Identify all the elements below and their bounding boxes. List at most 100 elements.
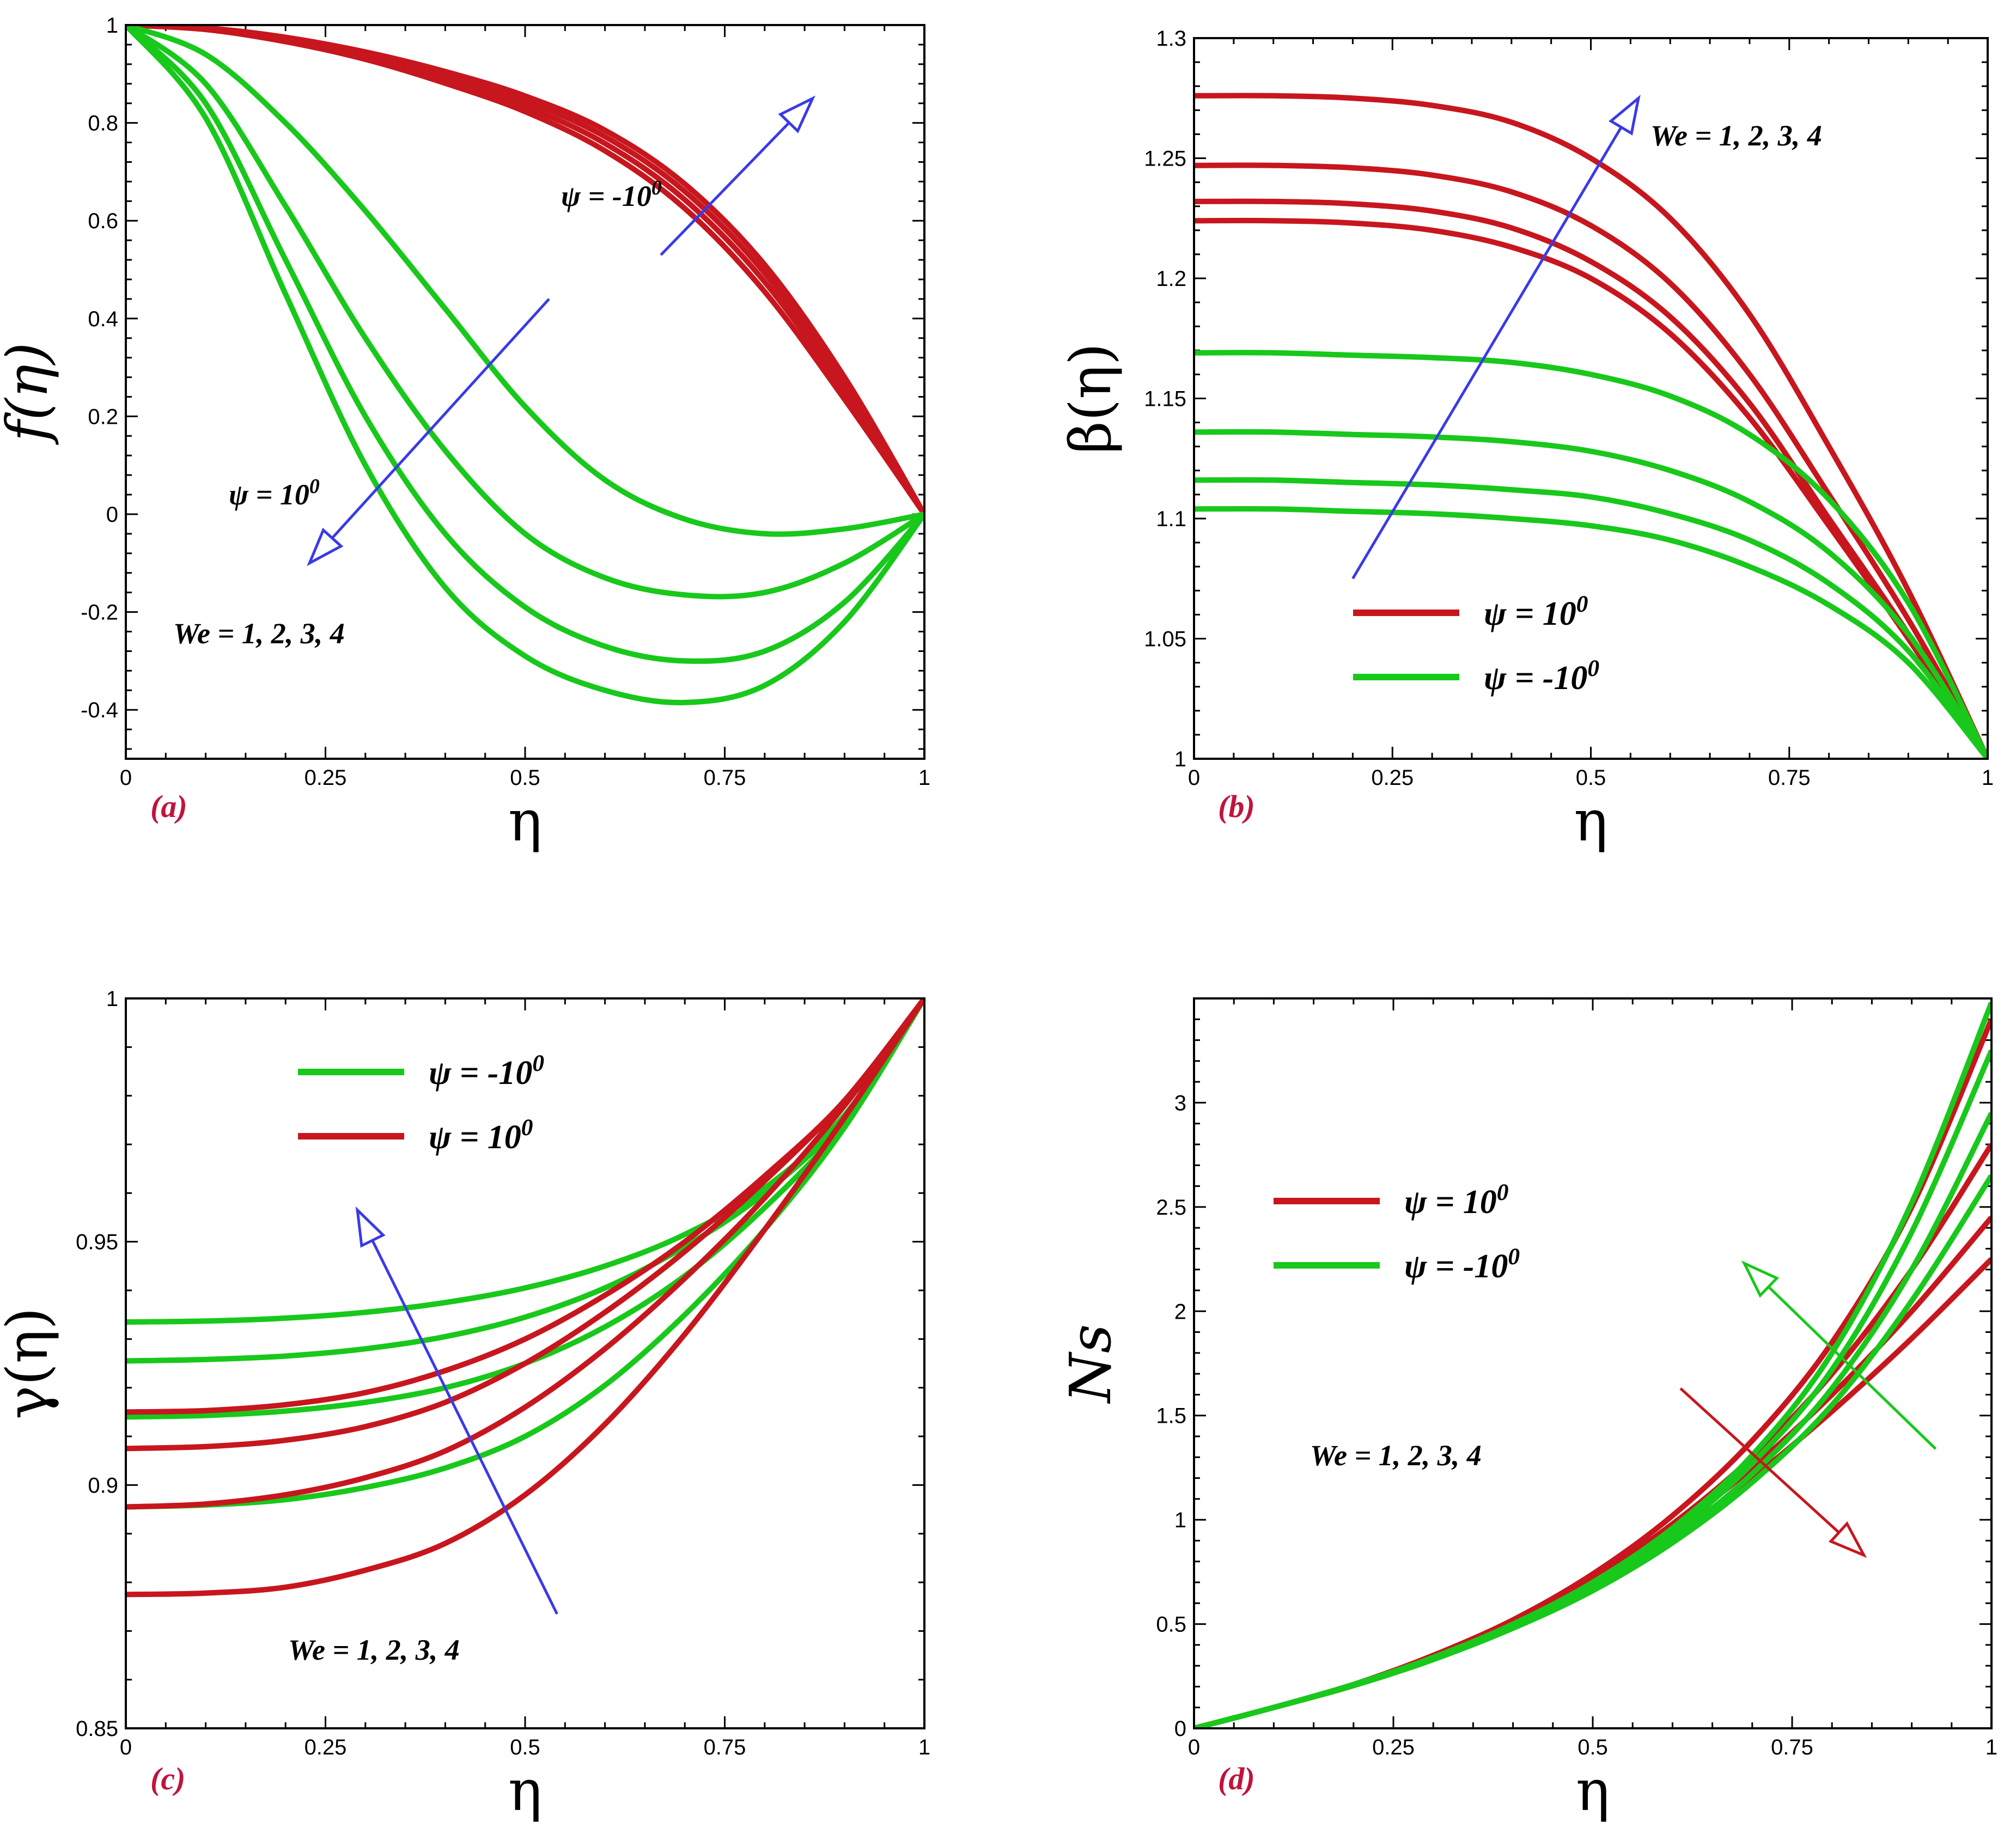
series-group-a (126, 25, 924, 705)
legend-label: ψ = 100 (1404, 1179, 1508, 1221)
y-tick-label: 1.5 (1156, 1404, 1186, 1428)
series-line-a-4 (126, 25, 924, 516)
trend-arrow-a-1 (660, 95, 815, 256)
series-line-c-7 (126, 998, 924, 1510)
series-line-b-8 (1194, 506, 1988, 759)
x-tick-label: 0.75 (704, 1735, 746, 1759)
series-line-b-4 (1194, 217, 1988, 759)
series-line-a-7 (126, 25, 924, 664)
series-line-a-8 (126, 25, 924, 705)
legend-label: ψ = 100 (1484, 591, 1588, 632)
y-tick-label: -0.4 (81, 698, 118, 722)
plot-frame-c (125, 997, 925, 1729)
annotation-c-1: We = 1, 2, 3, 4 (288, 1634, 460, 1666)
x-tick-label: 0 (120, 766, 132, 790)
trend-arrow-a-2 (307, 298, 550, 566)
panel-b: 0 0.25 0.5 0.75 1 1 1.05 1.1 1.15 1.2 1.25 1.3 η β(η)… (1057, 27, 1994, 854)
panel-letter-c: (c) (150, 1761, 185, 1796)
y-tick-label: 2.5 (1156, 1196, 1186, 1220)
x-tick-label: 0 (1188, 1735, 1200, 1759)
series-line-d-6 (1194, 1112, 1991, 1728)
y-tick-label: 2 (1174, 1300, 1186, 1324)
legend-c: ψ = -100 ψ = 100 (298, 1050, 544, 1156)
y-tick-label: 0 (106, 503, 118, 527)
ticks-d (1193, 997, 1993, 1729)
legend-d: ψ = 100 ψ = -100 (1274, 1179, 1520, 1285)
y-tick-label: 1.3 (1156, 27, 1186, 51)
y-tick-label: 1 (106, 14, 118, 38)
plot-frame-a (125, 24, 925, 760)
panel-c: 0 0.25 0.5 0.75 1 0.85 0.9 0.95 1 η γ(η) (c) We = 1,… (0, 987, 930, 1824)
annotation-d-1: We = 1, 2, 3, 4 (1310, 1439, 1482, 1472)
legend-b: ψ = 100 ψ = -100 (1353, 591, 1599, 697)
y-tick-label: 0.8 (88, 112, 118, 136)
x-tick-label: 0.25 (1372, 1735, 1415, 1759)
y-tick-label: 0.9 (88, 1473, 118, 1497)
annotation-a-2: ψ = 100 (229, 475, 320, 511)
y-tick-label: 1.1 (1156, 507, 1186, 531)
y-axis-label-d: Ns (1057, 1324, 1124, 1404)
panel-letter-a: (a) (150, 789, 187, 824)
x-tick-label: 0 (120, 1735, 132, 1759)
y-tick-label: 0.2 (88, 405, 118, 429)
series-line-c-8 (126, 998, 924, 1598)
y-tick-label: 0.5 (1156, 1613, 1186, 1637)
y-tick-label: 0.4 (88, 307, 118, 331)
y-tick-label: -0.2 (81, 601, 118, 625)
y-tick-label: 1.25 (1144, 147, 1186, 171)
x-tick-label: 0 (1188, 766, 1200, 790)
y-tick-label: 3 (1174, 1091, 1186, 1115)
plot-frame-d (1193, 997, 1993, 1729)
series-group-b (1194, 93, 1988, 759)
legend-label: ψ = -100 (1484, 655, 1599, 697)
panel-letter-b: (b) (1218, 789, 1255, 824)
x-tick-label: 1 (1985, 1735, 1997, 1759)
y-tick-label: 1.15 (1144, 387, 1186, 411)
y-tick-label: 0.85 (76, 1717, 118, 1741)
series-line-d-7 (1194, 1049, 1991, 1728)
trend-arrow-d-1 (1679, 1387, 1867, 1558)
series-line-b-2 (1194, 162, 1988, 759)
y-tick-label: 1 (1174, 1508, 1186, 1532)
y-tick-label: 0.95 (76, 1230, 118, 1254)
y-tick-label: 1.2 (1156, 267, 1186, 291)
x-tick-label: 0.5 (510, 766, 540, 790)
y-axis-label-b: β(η) (1057, 343, 1124, 454)
series-line-b-3 (1194, 198, 1988, 759)
x-axis-label-b: η (1574, 788, 1607, 854)
series-line-a-6 (126, 25, 924, 600)
x-tick-label: 0.25 (304, 766, 347, 790)
x-tick-label: 0.75 (1768, 766, 1811, 790)
x-tick-label: 1 (918, 766, 930, 790)
y-tick-label: 1.05 (1144, 627, 1186, 651)
series-line-c-6 (126, 998, 924, 1452)
y-tick-label: 1 (1174, 747, 1186, 771)
series-line-d-8 (1194, 1001, 1991, 1728)
series-line-a-2 (126, 25, 924, 516)
series-group-c (126, 998, 924, 1598)
trend-arrow-b-1 (1351, 94, 1641, 580)
series-line-b-6 (1194, 429, 1988, 759)
x-tick-label: 0.5 (510, 1735, 540, 1759)
plot-frame-b (1193, 37, 1989, 760)
panel-d: 0 0.25 0.5 0.75 1 0 0.5 1 1.5 2 2.5 3 η Ns (d) We = 1, … (1057, 997, 1997, 1824)
x-axis-label-a: η (508, 788, 542, 854)
x-tick-label: 0.5 (1578, 1735, 1608, 1759)
x-axis-label-d: η (1576, 1757, 1610, 1824)
y-tick-label: 0 (1174, 1717, 1186, 1741)
legend-label: ψ = 100 (429, 1114, 533, 1156)
legend-label: ψ = -100 (1404, 1244, 1520, 1285)
x-axis-label-c: η (508, 1757, 542, 1824)
trend-arrow-c-1 (355, 1206, 558, 1615)
y-axis-label-c: γ(η) (0, 1307, 60, 1419)
x-tick-label: 0.75 (704, 766, 746, 790)
x-tick-label: 1 (918, 1735, 930, 1759)
series-line-b-5 (1194, 350, 1988, 759)
series-line-c-2 (126, 998, 924, 1364)
series-line-b-1 (1194, 93, 1988, 759)
series-line-b-7 (1194, 477, 1988, 759)
series-line-d-3 (1194, 1215, 1991, 1728)
series-group-d (1194, 1001, 1991, 1728)
y-tick-label: 0.6 (88, 209, 118, 233)
